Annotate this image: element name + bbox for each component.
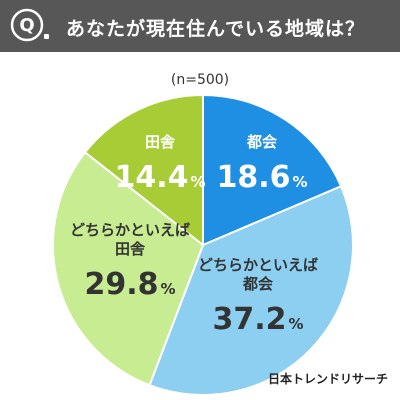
slice-category-label: どちらかといえば [70,221,190,239]
question-badge-icon: Q [10,8,44,42]
slice-category-label: どちらかといえば [198,256,318,274]
question-badge-dot [44,34,49,39]
slice-category-label: 都会 [242,275,273,293]
sample-size-note: (n=500) [170,72,230,88]
pie-slices [52,93,354,396]
brand-logo-text: 日本トレンドリサーチ [267,372,388,386]
pie-slice [83,93,204,248]
question-badge-letter: Q [19,15,34,36]
slice-category-label: 都会 [246,133,277,151]
pie-slice [148,184,354,396]
slice-category-label: 田舎 [145,133,176,151]
slice-value-label: 37.2% [212,302,303,337]
question-header: Q あなたが現在住んでいる地域は？ [0,0,400,52]
slice-value-label: 29.8% [84,267,175,302]
slice-value-label: 14.4% [114,160,205,195]
pie-slice [202,93,343,247]
pie-slice [52,150,205,387]
slice-category-label: 田舎 [115,240,146,258]
question-title: あなたが現在住んでいる地域は？ [66,18,366,40]
slice-value-label: 18.6% [216,160,307,195]
